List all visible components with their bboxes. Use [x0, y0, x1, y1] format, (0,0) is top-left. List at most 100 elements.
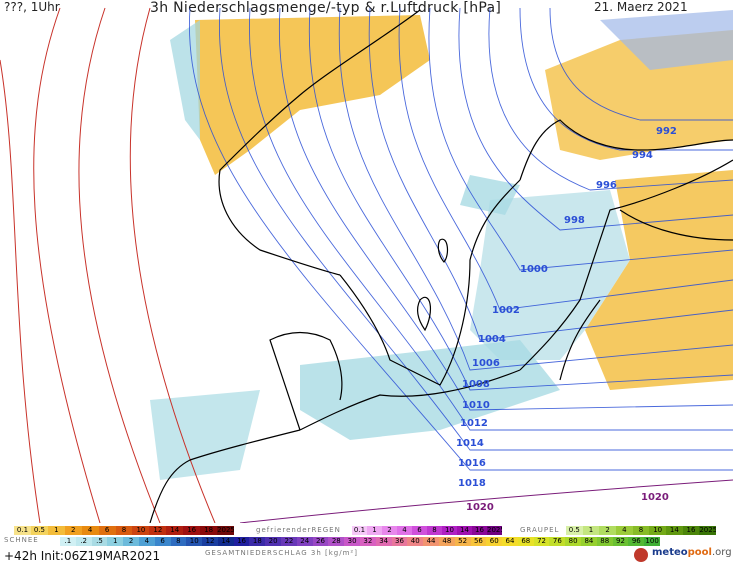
graupel-scale-step-7: 16 — [682, 526, 700, 535]
rain-scale-step-8: 12 — [149, 526, 167, 535]
snow-scale-step-2: .5 — [91, 537, 108, 546]
isobar-label-1008: 1008 — [462, 379, 490, 390]
isobar-label-1016: 1016 — [458, 458, 486, 469]
freezing-scale-step-3: 4 — [397, 526, 412, 535]
snow-scale-step-10: 14 — [217, 537, 234, 546]
isobar-label-1014: 1014 — [456, 438, 484, 449]
isobar-label-1020a: 1020 — [466, 502, 494, 513]
freezing-rain-label: gefrierenderREGEN — [256, 526, 341, 534]
logo-part-org: .org — [711, 547, 732, 558]
snow-area-sweden — [460, 175, 520, 215]
freezing-scale-step-2: 2 — [382, 526, 397, 535]
snow-area-south-baltic — [300, 340, 560, 440]
freezing-scale-step-4: 6 — [412, 526, 427, 535]
logo-part-meteo: meteo — [652, 547, 688, 558]
snow-scale-step-17: 28 — [328, 537, 345, 546]
snow-scale-step-34: 88 — [596, 537, 613, 546]
snow-scale-step-19: 32 — [360, 537, 376, 546]
isobar-label-992: 992 — [656, 126, 677, 137]
isobars — [188, 7, 733, 471]
snow-scale-step-13: 20 — [265, 537, 282, 546]
isobar-label-996: 996 — [596, 180, 617, 191]
graupel-scale-step-5: 10 — [649, 526, 666, 535]
snow-scale-step-32: 80 — [565, 537, 582, 546]
snow-scale-step-23: 44 — [423, 537, 439, 546]
logo-part-pool: pool — [687, 547, 712, 558]
snow-scale-step-30: 72 — [533, 537, 550, 546]
rain-area-baltic-east — [585, 170, 733, 390]
snow-scale-step-28: 64 — [502, 537, 518, 546]
freezing-scale-step-6: 10 — [442, 526, 457, 535]
snow-scale-step-14: 22 — [281, 537, 297, 546]
snow-scale-step-16: 26 — [312, 537, 329, 546]
snow-scale-step-15: 24 — [296, 537, 313, 546]
snow-scale-step-6: 6 — [154, 537, 171, 546]
isobar-label-1018: 1018 — [458, 478, 486, 489]
rain-scale-step-11: 18 — [200, 526, 218, 535]
rain-scale-step-0: 0.1 — [14, 526, 31, 535]
snow-scale-step-31: 76 — [549, 537, 566, 546]
snow-area-north-sea — [150, 390, 260, 480]
snow-scale-step-27: 60 — [486, 537, 503, 546]
snow-label: SCHNEE — [4, 536, 39, 544]
isobar-label-1000: 1000 — [520, 264, 548, 275]
precipitation-fields — [150, 10, 733, 480]
rain-scale-step-9: 14 — [166, 526, 184, 535]
snow-scale-step-21: 36 — [391, 537, 408, 546]
rain-scale-step-12: 2025+ — [217, 526, 234, 535]
isobar-label-1006: 1006 — [472, 358, 500, 369]
freezing-scale-step-0: 0.1 — [352, 526, 367, 535]
snow-scale-step-37: 100 — [644, 537, 660, 546]
snow-area-east — [600, 10, 733, 70]
snow-scale-step-7: 8 — [170, 537, 187, 546]
snow-scale-step-20: 34 — [375, 537, 392, 546]
graupel-scale-step-0: 0.5 — [566, 526, 583, 535]
snow-scale-step-26: 56 — [470, 537, 487, 546]
finland-coast — [519, 119, 733, 181]
freezing-scale-step-8: 16 — [472, 526, 487, 535]
graupel-scale-step-8: 2025+ — [699, 526, 716, 535]
sweden-coast — [339, 179, 521, 386]
denmark-coast — [269, 331, 343, 431]
norway-coast — [218, 9, 421, 276]
snow-scale-step-29: 68 — [517, 537, 534, 546]
freezing-scale-step-7: 14 — [457, 526, 472, 535]
isobar-labels: 992 994 996 998 1000 1002 1004 1006 1008… — [456, 126, 677, 513]
total-precip-label: GESAMTNIEDERSCHLAG 3h [kg/m²] — [205, 549, 358, 557]
snow-scale-step-12: 18 — [249, 537, 266, 546]
graupel-scale-step-2: 2 — [599, 526, 616, 535]
weather-map: 992 994 996 998 1000 1002 1004 1006 1008… — [0, 7, 733, 523]
snow-scale-step-4: 2 — [123, 537, 139, 546]
graupel-scale-step-1: 1 — [582, 526, 600, 535]
isobar-label-994: 994 — [632, 150, 653, 161]
graupel-label: GRAUPEL — [520, 526, 560, 534]
border-line — [559, 209, 733, 381]
rain-scale-step-2: 1 — [47, 526, 65, 535]
valid-time: ???, 1Uhr — [4, 0, 60, 14]
isobar-label-1020b: 1020 — [641, 492, 669, 503]
snow-scale-step-9: 12 — [202, 537, 218, 546]
rain-scale-step-6: 8 — [115, 526, 133, 535]
snow-area-baltic — [470, 190, 630, 360]
rain-area-norway-edge — [170, 20, 200, 140]
rain-scale-step-4: 4 — [81, 526, 99, 535]
snow-scale-step-33: 84 — [581, 537, 597, 546]
snow-scale-step-3: 1 — [107, 537, 124, 546]
snow-scale-step-11: 16 — [233, 537, 250, 546]
freezing-scale-step-9: 2025+ — [487, 526, 502, 535]
snow-scale-step-18: 30 — [344, 537, 360, 546]
snow-scale-step-0: .1 — [60, 537, 76, 546]
snow-scale-step-24: 48 — [438, 537, 455, 546]
oeland-island — [437, 238, 449, 263]
isobars-west — [0, 7, 216, 523]
meteopool-logo[interactable]: meteopool.org — [652, 547, 732, 558]
rain-scale-step-5: 6 — [98, 526, 116, 535]
snow-scale-step-5: 4 — [138, 537, 155, 546]
germany-poland-coast — [299, 369, 521, 431]
map-title: 3h Niederschlagsmenge/-typ & r.Luftdruck… — [150, 0, 502, 16]
init-time: +42h Init:06Z19MAR2021 — [4, 549, 161, 563]
graupel-scale-step-3: 4 — [616, 526, 633, 535]
snow-scale-step-25: 52 — [454, 537, 471, 546]
